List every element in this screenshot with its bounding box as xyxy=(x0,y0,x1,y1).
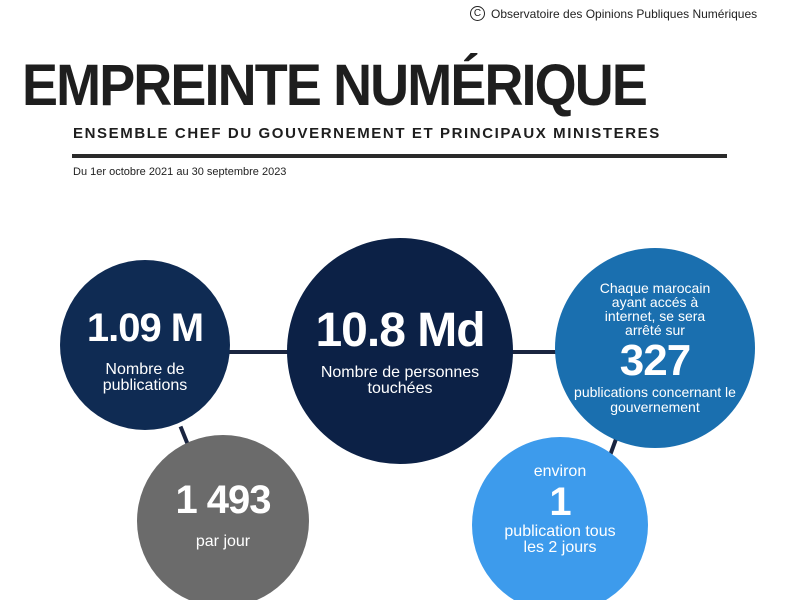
period: Du 1er octobre 2021 au 30 septembre 2023 xyxy=(73,166,287,178)
subtitle: ENSEMBLE CHEF DU GOUVERNEMENT ET PRINCIP… xyxy=(73,125,661,142)
stat-circle: 10.8 Md Nombre de personnes touchées xyxy=(287,238,513,464)
stat-intro: environ xyxy=(533,463,587,480)
title: EMPREINTE NUMÉRIQUE xyxy=(22,53,648,118)
divider xyxy=(72,154,727,158)
stat-label: par jour xyxy=(195,532,251,550)
stat-value: 1 493 xyxy=(175,477,271,522)
copyright-text: Observatoire des Opinions Publiques Numé… xyxy=(491,6,758,21)
stat-label: Nombre de personnes touchées xyxy=(320,364,480,398)
stat-label: Nombre de publications xyxy=(102,361,188,394)
stat-circle: 1 493 par jour xyxy=(137,435,309,600)
copyright-icon: C xyxy=(470,6,485,21)
stat-value: 10.8 Md xyxy=(315,303,485,357)
stat-value: 1.09 M xyxy=(86,306,204,350)
stat-circle: environ 1 publication tous les 2 jours xyxy=(472,437,648,600)
copyright: C Observatoire des Opinions Publiques Num… xyxy=(470,6,757,21)
stat-circle: Chaque marocain ayant accés à internet, … xyxy=(555,248,755,448)
connector xyxy=(225,350,295,354)
connector xyxy=(505,350,560,354)
stat-value: 1 xyxy=(549,480,571,524)
stat-label: publication tous les 2 jours xyxy=(504,523,616,556)
stat-intro: Chaque marocain ayant accés à internet, … xyxy=(599,279,711,338)
stat-circle: 1.09 M Nombre de publications xyxy=(60,260,230,430)
stat-value: 327 xyxy=(619,335,691,385)
stat-label: publications concernant le gouvernement xyxy=(574,384,736,416)
